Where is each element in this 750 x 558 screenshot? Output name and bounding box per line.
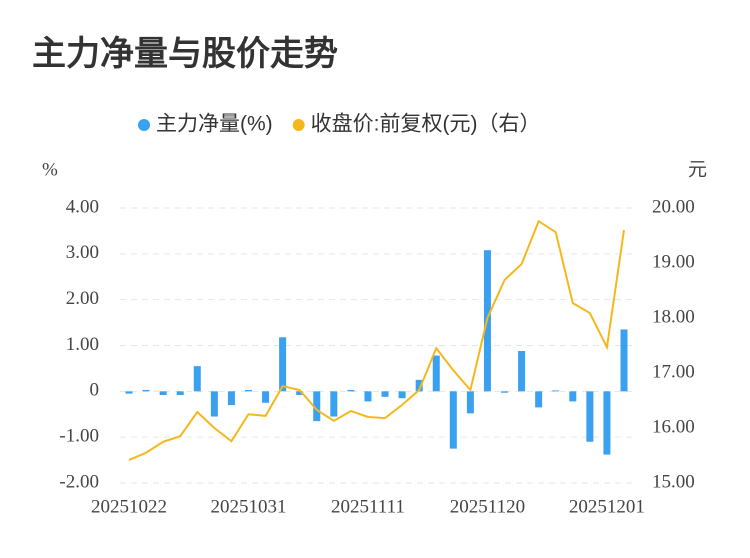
bar [449,391,457,449]
bar [381,391,389,397]
bar [313,391,321,422]
bar [432,355,440,392]
y2-tick-label: 15.00 [652,471,695,492]
bar [603,391,611,455]
bar [347,389,355,392]
chart-title: 主力净量与股价走势 [32,35,338,73]
bar [518,351,526,392]
bar [330,391,338,417]
bar [415,379,423,392]
y2-tick-label: 18.00 [652,306,695,327]
bar [501,391,509,393]
bar [244,389,252,392]
x-tick-label: 20251022 [91,496,167,517]
bar [364,391,372,402]
y-tick-label: 3.00 [66,242,99,263]
bar [398,391,406,399]
y-tick-label: 1.00 [66,334,99,355]
y-axis-label: % [42,159,58,180]
legend-label: 主力净量(%) [156,113,273,136]
bar [142,389,150,392]
bar [620,329,628,392]
bar [586,391,594,442]
bar [569,391,577,402]
y-tick-label: 0 [90,380,100,401]
x-tick-label: 20251201 [569,496,645,517]
x-tick-label: 20251031 [210,496,286,517]
legend-marker [292,119,305,131]
bar [466,391,474,414]
bar [159,391,167,395]
bar [193,366,201,392]
bar [210,391,218,417]
y-tick-label: 4.00 [66,196,99,217]
y2-tick-label: 16.00 [652,416,695,437]
bar [125,391,133,394]
y2-axis-label: 元 [688,159,707,180]
bar [535,391,543,408]
y2-tick-label: 19.00 [652,251,695,272]
y-tick-label: -1.00 [59,426,99,447]
bar [227,391,235,406]
y2-tick-label: 20.00 [652,196,695,217]
legend-marker [138,119,150,131]
bar [279,337,287,392]
y2-tick-label: 17.00 [652,361,695,382]
legend-label: 收盘价:前复权(元)（右） [311,113,541,136]
bar [552,390,560,392]
price-line [128,219,625,461]
x-tick-label: 20251111 [331,496,405,517]
y-tick-label: -2.00 [59,471,99,492]
bar [262,391,270,403]
bar [296,391,304,395]
x-tick-label: 20251120 [450,496,525,517]
y-tick-label: 2.00 [66,288,99,309]
bar [176,391,184,395]
